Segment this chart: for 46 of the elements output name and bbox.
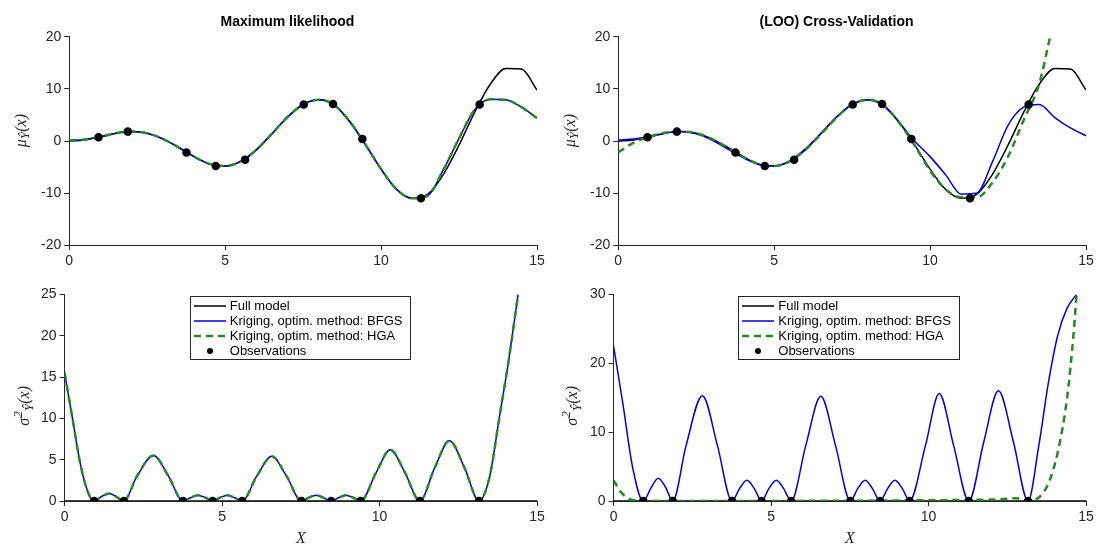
y-tick-label: 20 [594,27,610,44]
legend-label: Kriging, optim. method: HGA [778,328,944,344]
x-tick-label: 5 [218,508,227,525]
legend-label: Kriging, optim. method: BFGS [229,313,403,329]
x-tick-label: 0 [613,252,622,269]
chart-title: (LOO) Cross-Validation [758,13,914,30]
x-tick-label: 0 [65,252,74,269]
y-tick-label: 0 [48,491,57,508]
chart-title: Maximum likelihood [220,13,355,30]
x-tick-label: 5 [769,252,778,269]
y-tick-label: 10 [589,422,606,439]
x-axis-title: X [294,528,307,546]
x-axis-title: X [843,528,856,546]
y-tick-label: 5 [48,450,57,467]
y-tick-label: 0 [53,131,62,148]
y-tick-label: 10 [45,79,62,96]
y-tick-label: 30 [589,285,606,302]
y-tick-label: 25 [40,285,57,302]
y-tick-label: -20 [41,236,62,253]
y-tick-label: 0 [601,131,610,148]
legend-label: Kriging, optim. method: BFGS [778,313,951,329]
y-tick-label: -20 [589,236,610,253]
x-tick-label: 10 [921,252,938,269]
x-tick-label: 5 [766,508,775,525]
y-tick-label: -10 [589,183,610,200]
legend-label: Observations [229,343,307,359]
x-tick-label: 15 [529,508,545,525]
legend-label: Full model [229,298,290,314]
y-tick-label: 10 [40,409,57,426]
y-tick-label: 0 [597,491,606,508]
x-tick-label: 15 [529,252,545,269]
x-tick-label: 10 [371,508,388,525]
x-tick-label: 15 [1077,252,1094,269]
legend-label: Full model [778,298,839,314]
legend-label: Observations [778,343,855,359]
x-tick-label: 15 [1077,508,1094,525]
legend-label: Kriging, optim. method: HGA [229,328,396,344]
y-tick-label: -10 [41,183,62,200]
y-tick-label: 15 [40,367,57,384]
x-tick-label: 10 [920,508,937,525]
x-tick-label: 5 [221,252,230,269]
x-tick-label: 10 [373,252,390,269]
y-tick-label: 20 [589,354,606,371]
y-tick-label: 20 [45,27,62,44]
y-tick-label: 20 [40,326,57,343]
y-tick-label: 10 [594,79,610,96]
